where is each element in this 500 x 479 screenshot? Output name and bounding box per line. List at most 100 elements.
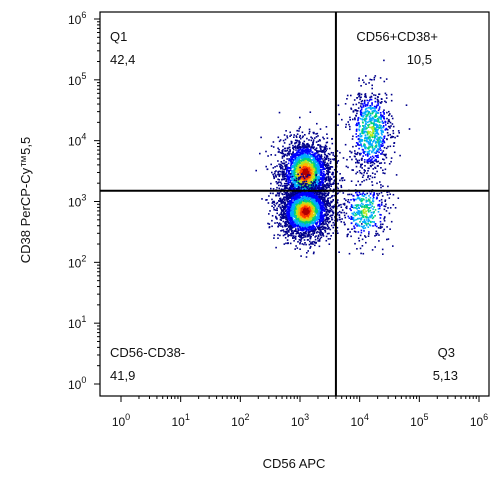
- data-point: [280, 170, 282, 173]
- data-point: [326, 133, 328, 135]
- data-point: [366, 161, 368, 164]
- data-point: [302, 174, 305, 176]
- data-point: [278, 140, 281, 143]
- data-point: [279, 206, 282, 208]
- data-point: [295, 140, 298, 142]
- data-point: [275, 174, 277, 176]
- data-point: [305, 243, 307, 246]
- data-point: [283, 147, 286, 150]
- data-point: [325, 126, 328, 128]
- data-point: [288, 146, 290, 149]
- data-point: [316, 175, 318, 178]
- data-point: [303, 233, 305, 235]
- data-point: [325, 154, 328, 157]
- data-point: [305, 164, 308, 167]
- data-point: [321, 221, 324, 224]
- data-point: [367, 126, 370, 128]
- data-point: [333, 182, 335, 185]
- data-point: [286, 210, 289, 213]
- data-point: [302, 223, 305, 225]
- data-point: [291, 162, 294, 164]
- data-point: [299, 116, 301, 119]
- data-point: [277, 170, 279, 173]
- data-point: [277, 160, 279, 162]
- data-point: [320, 217, 323, 220]
- data-point: [271, 225, 273, 228]
- data-point: [318, 196, 320, 198]
- data-point: [301, 221, 304, 223]
- data-point: [322, 183, 324, 186]
- data-point: [316, 205, 318, 208]
- data-point: [285, 164, 287, 166]
- data-point: [281, 173, 283, 176]
- data-point: [325, 163, 327, 166]
- data-point: [314, 161, 317, 163]
- data-point: [333, 159, 335, 161]
- data-point: [278, 163, 280, 166]
- data-point: [318, 217, 320, 219]
- data-point: [307, 199, 309, 202]
- data-point: [328, 226, 330, 229]
- data-point: [323, 164, 325, 166]
- data-point: [356, 153, 358, 156]
- data-point: [284, 213, 287, 215]
- data-point: [319, 212, 322, 214]
- data-point: [301, 229, 303, 232]
- data-point: [301, 176, 303, 179]
- data-point: [281, 185, 284, 187]
- data-point: [280, 200, 283, 203]
- data-point: [324, 165, 327, 167]
- data-point: [299, 165, 301, 167]
- data-point: [323, 176, 326, 179]
- data-point: [312, 232, 314, 235]
- data-point: [329, 180, 331, 183]
- data-point: [290, 212, 292, 214]
- data-point: [296, 184, 299, 187]
- data-point: [325, 217, 328, 219]
- data-point: [303, 163, 305, 165]
- data-point: [304, 236, 307, 238]
- data-point: [332, 154, 334, 156]
- data-point: [308, 162, 311, 165]
- data-point: [332, 226, 334, 229]
- data-point: [283, 162, 286, 165]
- data-point: [315, 171, 317, 174]
- data-point: [332, 171, 334, 174]
- data-point: [322, 179, 324, 181]
- data-point: [375, 160, 377, 162]
- data-point: [300, 180, 303, 182]
- data-point: [309, 187, 311, 189]
- data-point: [321, 201, 324, 204]
- data-point: [321, 182, 323, 184]
- data-point: [279, 139, 282, 141]
- data-point: [312, 196, 314, 198]
- data-point: [292, 208, 295, 210]
- data-point: [319, 155, 322, 158]
- data-point: [284, 175, 287, 177]
- data-point: [278, 184, 280, 187]
- data-point: [320, 226, 322, 228]
- data-point: [295, 185, 298, 188]
- data-point: [324, 148, 326, 150]
- data-point: [300, 233, 303, 236]
- data-point: [312, 214, 314, 217]
- data-point: [320, 163, 322, 166]
- data-point: [298, 159, 301, 161]
- data-point: [284, 201, 286, 203]
- data-point: [329, 207, 332, 209]
- data-point: [292, 155, 294, 157]
- data-point: [280, 207, 282, 210]
- data-point: [331, 195, 333, 197]
- data-point: [299, 200, 301, 202]
- data-point: [300, 177, 303, 180]
- data-point: [279, 151, 282, 154]
- data-point: [279, 199, 282, 202]
- data-point: [307, 222, 309, 224]
- data-point: [373, 76, 376, 79]
- data-point: [291, 191, 294, 193]
- data-point: [303, 155, 306, 157]
- data-point: [302, 221, 305, 224]
- data-point: [361, 167, 363, 169]
- data-point: [308, 172, 310, 174]
- data-point: [304, 226, 307, 228]
